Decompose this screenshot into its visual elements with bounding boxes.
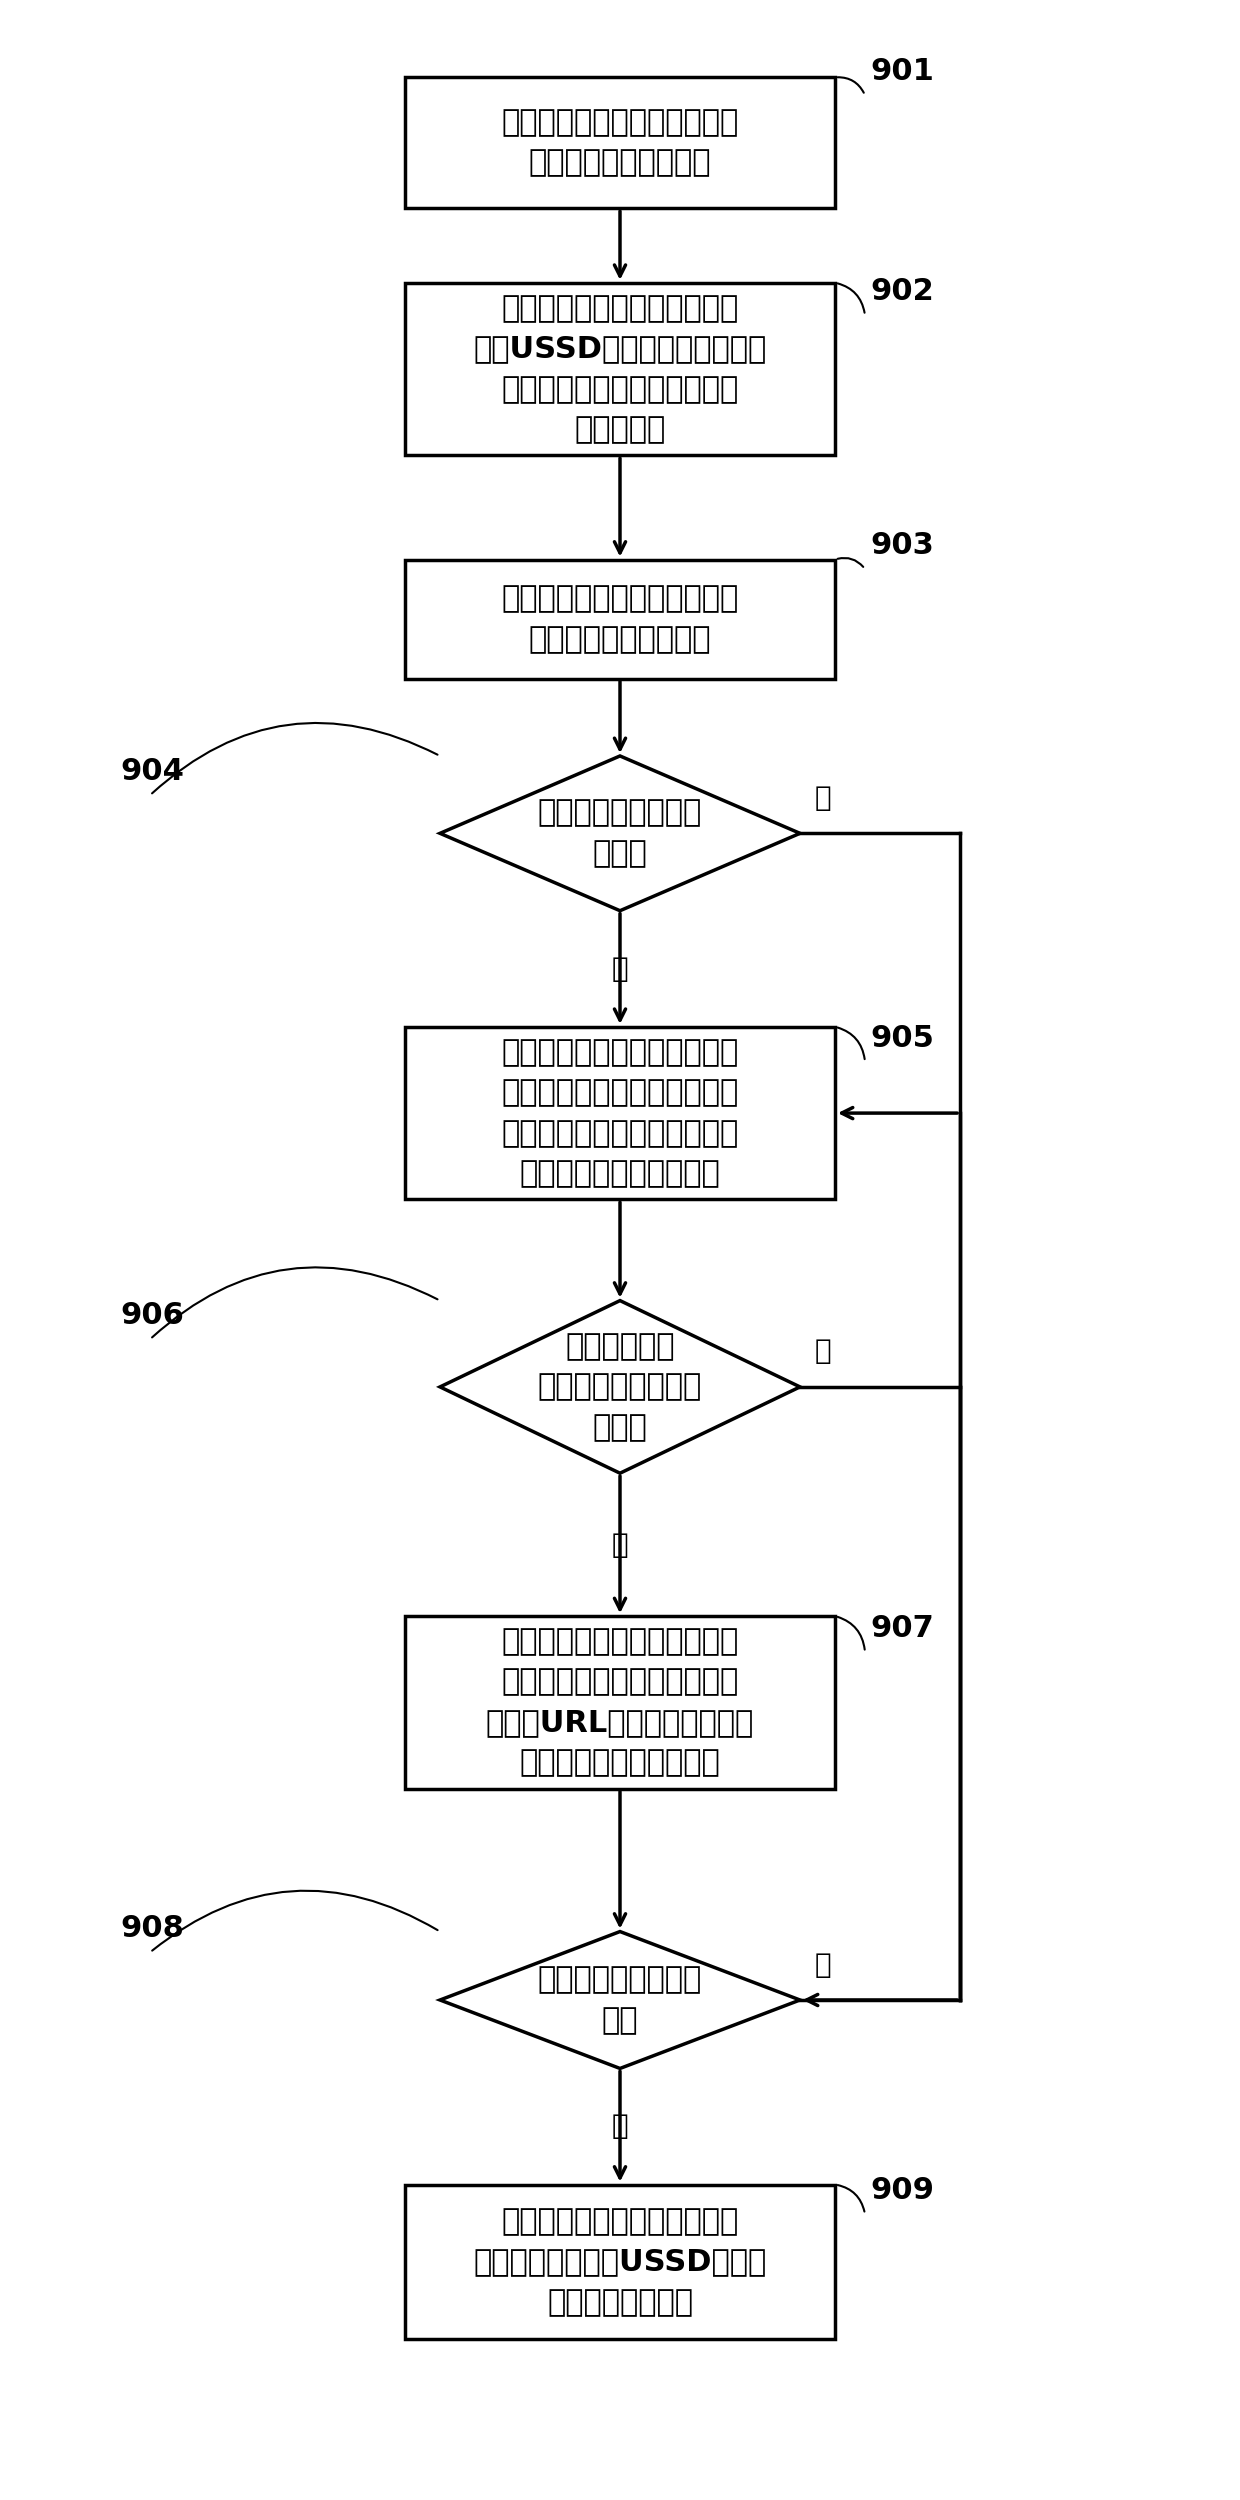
Polygon shape bbox=[440, 1300, 800, 1472]
Polygon shape bbox=[440, 755, 800, 910]
Text: 否: 否 bbox=[815, 785, 832, 812]
Text: 遍历数据库下一条记
录？: 遍历数据库下一条记 录？ bbox=[538, 1965, 702, 2035]
Text: 908: 908 bbox=[120, 1915, 184, 1942]
Text: 用户在移动终端开启本发明涉
及的动态处理应用功能: 用户在移动终端开启本发明涉 及的动态处理应用功能 bbox=[501, 107, 739, 177]
Text: 应用服务器将推送的应用软件
基本信息列表通过USSD网络承
载发送给移动设备: 应用服务器将推送的应用软件 基本信息列表通过USSD网络承 载发送给移动设备 bbox=[474, 2208, 766, 2318]
Text: 是: 是 bbox=[611, 1530, 629, 1558]
Text: 909: 909 bbox=[870, 2175, 934, 2205]
Text: 应用服务器根据遍历到的记录
中的应用软件的地理位置信息
与请求信息中的移动终端地理
位置信息计算两者的距离: 应用服务器根据遍历到的记录 中的应用软件的地理位置信息 与请求信息中的移动终端地… bbox=[501, 1038, 739, 1188]
Bar bbox=[405, 1028, 835, 1200]
Text: 否: 否 bbox=[611, 2112, 629, 2140]
Bar bbox=[405, 78, 835, 208]
Text: 901: 901 bbox=[870, 58, 934, 85]
Text: 902: 902 bbox=[870, 278, 934, 305]
Polygon shape bbox=[440, 1932, 800, 2068]
Text: 905: 905 bbox=[870, 1022, 934, 1052]
Text: 904: 904 bbox=[120, 758, 184, 785]
Bar bbox=[405, 2185, 835, 2340]
Text: 是: 是 bbox=[815, 1950, 832, 1978]
Text: 907: 907 bbox=[870, 1615, 934, 1642]
Text: 是: 是 bbox=[611, 955, 629, 982]
Bar bbox=[405, 1615, 835, 1788]
Text: 应用服务器初始化推送的应用
软件基本信息列表为空: 应用服务器初始化推送的应用 软件基本信息列表为空 bbox=[501, 585, 739, 655]
Bar bbox=[405, 282, 835, 455]
Text: 遍历到数据库第一条
记录？: 遍历到数据库第一条 记录？ bbox=[538, 798, 702, 867]
Text: 903: 903 bbox=[870, 530, 934, 560]
Text: 906: 906 bbox=[120, 1300, 184, 1330]
Text: 否: 否 bbox=[815, 1338, 832, 1365]
Text: 距离小于等于
设定的圆形位置区域
半径？: 距离小于等于 设定的圆形位置区域 半径？ bbox=[538, 1332, 702, 1442]
Text: 应用服务器将此记录的应用软
件的基本文字介绍信息、应用
软件的URL链接添加到推送的
应用软件基本信息列表中: 应用服务器将此记录的应用软 件的基本文字介绍信息、应用 软件的URL链接添加到推… bbox=[486, 1628, 754, 1777]
Bar bbox=[405, 560, 835, 678]
Text: 移动终端获取地理位置信息，
通过USSD网络承载向应用服务
器发送请求信息，并保存此地
理位置信息: 移动终端获取地理位置信息， 通过USSD网络承载向应用服务 器发送请求信息，并保… bbox=[474, 295, 766, 445]
